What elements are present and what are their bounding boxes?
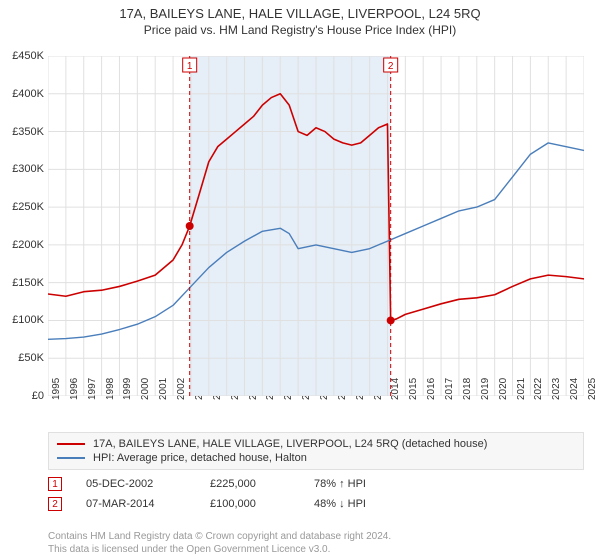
legend-swatch-property [57,443,85,445]
legend-row-property: 17A, BAILEYS LANE, HALE VILLAGE, LIVERPO… [57,437,575,451]
sale-marker-num-1: 1 [52,479,58,490]
sale-date-2: 07-MAR-2014 [86,498,186,510]
sales-table: 1 05-DEC-2002 £225,000 78% ↑ HPI 2 07-MA… [48,474,584,514]
legend-swatch-hpi [57,457,85,459]
sale-row-1: 1 05-DEC-2002 £225,000 78% ↑ HPI [48,474,584,494]
y-tick-label: £350K [12,126,44,138]
sale-marker-1: 1 [48,477,62,491]
chart-svg: 12 [48,56,584,396]
sale-price-2: £100,000 [210,498,290,510]
legend-label-property: 17A, BAILEYS LANE, HALE VILLAGE, LIVERPO… [93,438,487,450]
y-tick-label: £50K [18,352,44,364]
title-block: 17A, BAILEYS LANE, HALE VILLAGE, LIVERPO… [0,0,600,37]
svg-text:2: 2 [388,61,394,72]
y-tick-label: £450K [12,50,44,62]
svg-text:1: 1 [187,61,193,72]
sale-row-2: 2 07-MAR-2014 £100,000 48% ↓ HPI [48,494,584,514]
footer-line-1: Contains HM Land Registry data © Crown c… [48,530,391,543]
y-tick-label: £200K [12,239,44,251]
sale-price-1: £225,000 [210,478,290,490]
title-subtitle: Price paid vs. HM Land Registry's House … [0,23,600,37]
y-tick-label: £0 [32,390,44,402]
chart-plot-area: 12 [48,56,584,396]
x-tick-label: 2025 [587,378,598,400]
sale-marker-2: 2 [48,497,62,511]
footer-attribution: Contains HM Land Registry data © Crown c… [48,530,391,556]
legend-label-hpi: HPI: Average price, detached house, Halt… [93,452,307,464]
sale-relative-2: 48% ↓ HPI [314,498,366,510]
legend-row-hpi: HPI: Average price, detached house, Halt… [57,451,575,465]
footer-line-2: This data is licensed under the Open Gov… [48,543,391,556]
sale-date-1: 05-DEC-2002 [86,478,186,490]
chart-container: 17A, BAILEYS LANE, HALE VILLAGE, LIVERPO… [0,0,600,560]
sale-relative-1: 78% ↑ HPI [314,478,366,490]
y-tick-label: £100K [12,314,44,326]
y-tick-label: £150K [12,277,44,289]
title-address: 17A, BAILEYS LANE, HALE VILLAGE, LIVERPO… [0,6,600,21]
y-tick-label: £400K [12,88,44,100]
sale-marker-num-2: 2 [52,499,58,510]
y-tick-label: £250K [12,201,44,213]
y-tick-label: £300K [12,163,44,175]
legend-box: 17A, BAILEYS LANE, HALE VILLAGE, LIVERPO… [48,432,584,470]
